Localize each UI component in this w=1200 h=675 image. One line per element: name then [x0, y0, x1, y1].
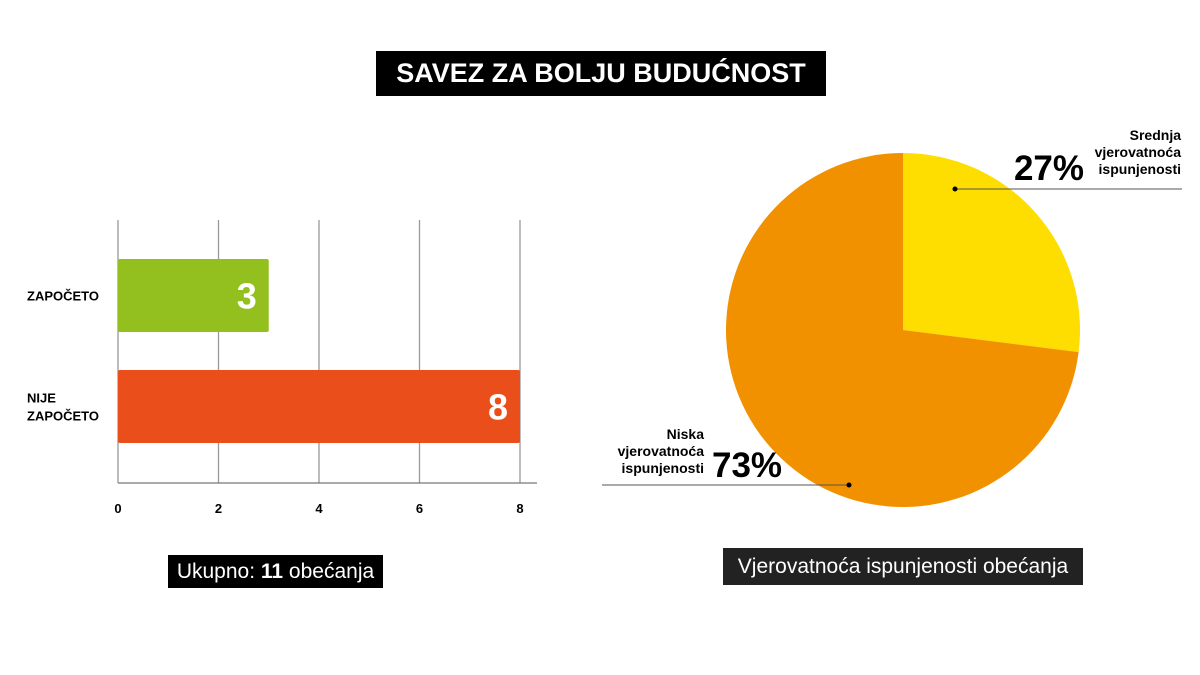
category-label: NIJE	[27, 391, 56, 406]
x-tick-label: 8	[516, 501, 523, 516]
leader-dot	[846, 482, 852, 488]
caption-total: 11	[260, 559, 284, 583]
x-tick-label: 0	[114, 501, 121, 516]
slice-value-label: 27%	[1014, 149, 1084, 188]
pie-slice	[903, 153, 1080, 353]
category-label: ZAPOČETO	[27, 289, 99, 304]
slice-value-label: 73%	[712, 446, 782, 485]
x-tick-label: 2	[215, 501, 222, 516]
x-tick-label: 4	[315, 501, 323, 516]
bar	[118, 370, 520, 443]
pie-slice	[725, 153, 1079, 507]
category-label: ZAPOČETO	[27, 409, 99, 424]
bar-value-label: 3	[237, 276, 257, 317]
slice-label: vjerovatnoća	[1095, 144, 1182, 160]
bar-value-label: 8	[488, 387, 508, 428]
caption-suffix: obećanja	[283, 559, 375, 583]
slice-label: vjerovatnoća	[618, 443, 705, 459]
pie-caption: Vjerovatnoća ispunjenosti obećanja	[723, 548, 1083, 585]
leader-dot	[952, 186, 958, 192]
slice-label: ispunjenosti	[622, 460, 704, 476]
slice-label: Srednja	[1130, 127, 1182, 143]
caption-prefix: Ukupno:	[176, 559, 261, 583]
page-title: SAVEZ ZA BOLJU BUDUĆNOST	[376, 51, 826, 96]
x-tick-label: 6	[416, 501, 423, 516]
bar-caption: Ukupno: 11 obećanja	[168, 555, 383, 588]
slice-label: Niska	[667, 426, 705, 442]
slice-label: ispunjenosti	[1099, 161, 1181, 177]
bar	[118, 259, 269, 332]
